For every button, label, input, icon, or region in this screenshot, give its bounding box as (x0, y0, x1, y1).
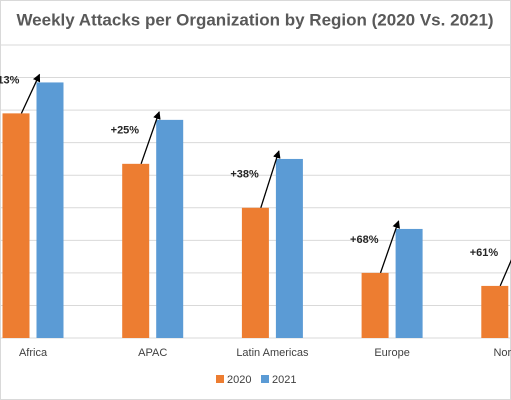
growth-arrow (140, 111, 161, 165)
growth-label: +38% (230, 169, 259, 181)
chart-title: Weekly Attacks per Organization by Regio… (16, 10, 493, 29)
x-tick-label: Africa (19, 347, 48, 359)
x-tick-label: Latin Americas (236, 347, 309, 359)
legend-label: 2021 (272, 374, 296, 386)
legend-swatch (261, 375, 269, 383)
x-tick-label: APAC (138, 347, 167, 359)
bar (2, 113, 30, 338)
bar (275, 158, 303, 338)
x-tick-label: North A (493, 347, 511, 359)
bar (156, 119, 184, 338)
growth-label: 13% (0, 74, 20, 86)
legend-swatch (216, 375, 224, 383)
bar (481, 285, 509, 338)
growth-label: +25% (111, 125, 140, 137)
bar (361, 272, 389, 338)
growth-arrow (379, 220, 400, 274)
x-tick-label: Europe (374, 347, 409, 359)
bar (241, 207, 269, 338)
bar (122, 163, 150, 338)
growth-label: +68% (350, 234, 379, 246)
growth-arrow (499, 259, 511, 287)
bar (36, 82, 64, 338)
growth-arrow (260, 150, 281, 208)
growth-label: +61% (470, 247, 499, 259)
legend-label: 2020 (227, 374, 251, 386)
growth-arrow (20, 73, 41, 114)
bar (395, 228, 423, 338)
